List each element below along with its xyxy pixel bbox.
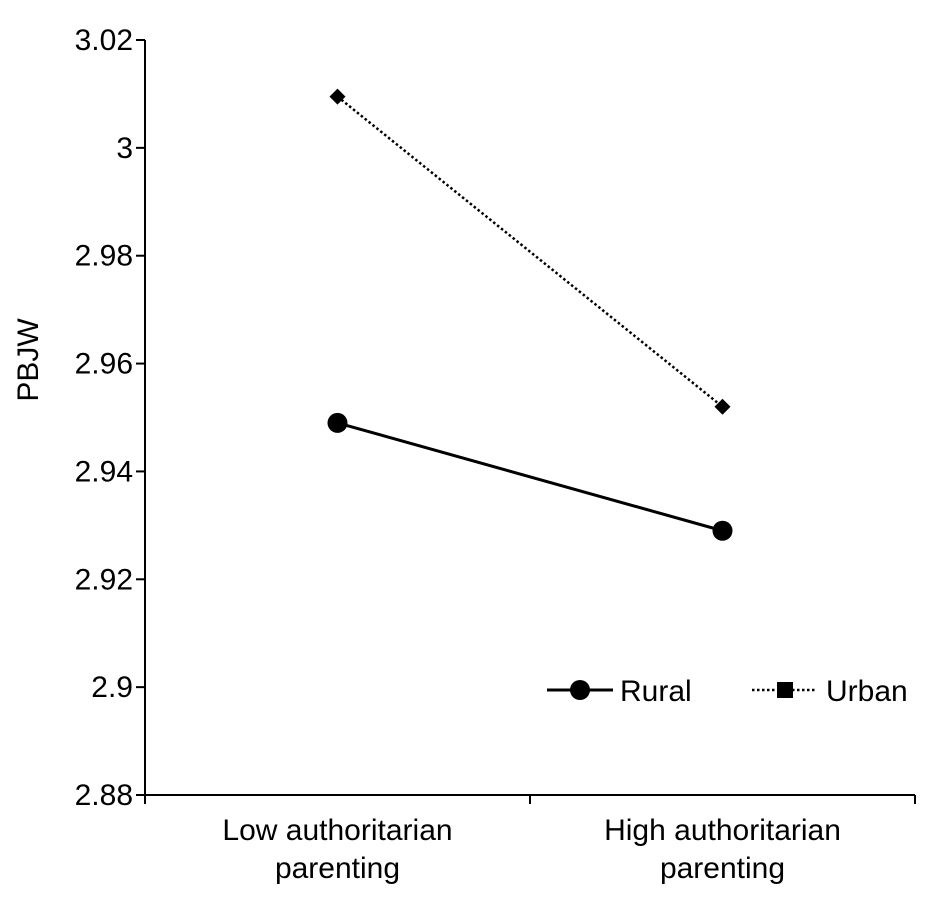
data-point-rural (712, 520, 733, 541)
y-axis-title: PBJW (12, 318, 45, 402)
x-category-label: parenting (275, 852, 400, 885)
data-point-urban (714, 398, 731, 415)
x-category-labels: Low authoritarian parenting High authorita… (144, 795, 916, 885)
x-category-label: Low authoritarian (222, 814, 452, 847)
y-tick-label: 2.9 (91, 671, 133, 704)
x-category-label: High authoritarian (604, 814, 841, 847)
data-point-urban (329, 88, 346, 105)
series-line-urban (336, 95, 724, 408)
series-group (327, 88, 733, 541)
y-tick-label: 2.88 (75, 779, 133, 812)
y-tick-label: 2.98 (75, 240, 133, 273)
legend: Rural Urban (547, 675, 908, 708)
legend-marker (777, 682, 793, 698)
axes (144, 40, 915, 796)
y-ticks: 2.88 2.9 2.92 2.94 2.96 2.98 3 3.02 (75, 24, 145, 812)
y-tick-label: 2.92 (75, 563, 133, 596)
y-tick-label: 3.02 (75, 24, 133, 57)
legend-entry-urban: Urban (752, 675, 908, 708)
series-line-rural (337, 421, 723, 533)
y-tick-label: 2.96 (75, 348, 133, 381)
legend-marker (570, 680, 590, 700)
legend-label: Rural (620, 675, 692, 708)
data-point-rural (327, 412, 348, 433)
x-category-label: parenting (660, 852, 785, 885)
y-tick-label: 2.94 (75, 455, 133, 488)
y-tick-label: 3 (116, 132, 133, 165)
legend-entry-rural: Rural (547, 675, 692, 708)
legend-label: Urban (826, 675, 908, 708)
